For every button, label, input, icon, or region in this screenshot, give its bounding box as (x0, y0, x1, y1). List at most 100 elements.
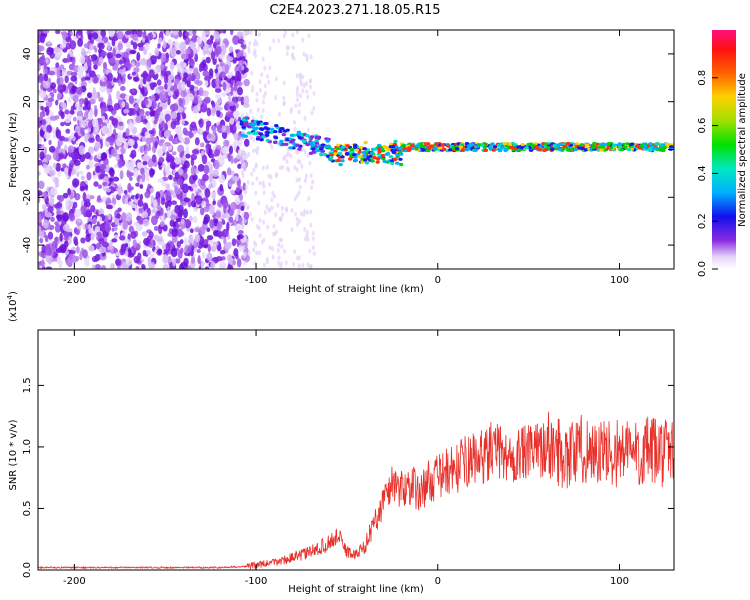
heatmap-cell (162, 243, 167, 252)
heatmap-cell (243, 251, 247, 257)
heatmap-cell (344, 151, 350, 156)
heatmap-cell (107, 72, 113, 83)
heatmap-cell (392, 157, 398, 162)
snr-ticks: -200 -100 0 100 0.0 0.5 1.0 1.5 (22, 330, 674, 587)
heatmap-cell (292, 119, 296, 125)
heatmap-cell (151, 208, 158, 214)
heatmap-cell (107, 213, 112, 221)
heatmap-cell (209, 153, 215, 159)
heatmap-cell (126, 41, 132, 49)
heatmap-cell (309, 209, 313, 215)
heatmap-cell (43, 131, 51, 140)
heatmap-cell (311, 150, 316, 154)
heatmap-cell (139, 58, 147, 66)
heatmap-cell (168, 78, 172, 89)
heatmap-cell (591, 145, 596, 150)
heatmap-cell (148, 130, 155, 135)
heatmap-cell (236, 31, 244, 38)
heatmap-cell (231, 238, 237, 247)
heatmap-cell (107, 30, 114, 36)
heatmap-cell (92, 45, 97, 50)
heatmap-cell (278, 129, 283, 134)
heatmap-cell (516, 148, 522, 152)
heatmap-cell (66, 53, 71, 64)
heatmap-cell (307, 33, 311, 39)
heatmap-cell (298, 102, 302, 108)
heatmap-cell (165, 242, 171, 252)
heatmap-cell (454, 147, 460, 151)
heatmap-cell (299, 73, 303, 79)
y-tick-label: 1.5 (22, 377, 33, 393)
heatmap-cell (178, 168, 184, 176)
heatmap-cell (162, 263, 169, 269)
heatmap-cell (217, 97, 222, 104)
heatmap-cell (340, 159, 345, 163)
heatmap-cell (165, 30, 171, 37)
heatmap-cell (290, 207, 294, 213)
heatmap-cell (252, 137, 256, 143)
heatmap-cell (647, 148, 653, 152)
heatmap-cell (150, 215, 158, 226)
heatmap-cell (38, 44, 42, 55)
heatmap-cell (325, 139, 330, 143)
heatmap-cell (199, 207, 205, 216)
heatmap-cell (84, 76, 91, 81)
heatmap-cell (279, 217, 283, 223)
heatmap-cell (98, 238, 105, 245)
heatmap-cell (127, 162, 135, 172)
y-tick-label: 40 (22, 48, 33, 61)
heatmap-cell (213, 159, 220, 170)
heatmap-cell (441, 147, 447, 151)
heatmap-cell (185, 153, 191, 159)
heatmap-cell (190, 165, 196, 176)
x-tick-label: 100 (610, 576, 629, 587)
heatmap-cell (38, 62, 41, 72)
heatmap-cell (295, 92, 299, 98)
heatmap-cell (48, 145, 56, 153)
heatmap-cell (145, 249, 152, 255)
heatmap-cell (221, 92, 227, 97)
snr-frame (37, 329, 675, 571)
heatmap-cell (124, 30, 132, 35)
heatmap-cell (221, 228, 229, 238)
heatmap-cell (249, 211, 253, 217)
heatmap-cell (50, 216, 55, 222)
heatmap-cell (59, 43, 66, 49)
heatmap-cell (202, 45, 207, 56)
heatmap-cell (167, 96, 171, 106)
heatmap-cell (203, 164, 210, 175)
heatmap-cell (274, 95, 278, 101)
heatmap-cell (54, 181, 59, 188)
heatmap-cell (460, 148, 466, 152)
heatmap-cell (57, 171, 62, 178)
heatmap-cell (329, 153, 335, 157)
heatmap-cell (277, 255, 281, 261)
heatmap-cell (183, 257, 189, 267)
heatmap-cell (261, 108, 265, 114)
heatmap-cell (251, 84, 255, 90)
heatmap-cell (238, 139, 243, 147)
heatmap-cell (87, 223, 92, 230)
heatmap-cell (235, 186, 240, 193)
heatmap-cell (418, 142, 424, 146)
heatmap-cell (326, 144, 331, 148)
heatmap-cell (60, 111, 65, 120)
heatmap-cell (295, 221, 299, 227)
heatmap-cell (136, 52, 141, 62)
heatmap-cell (156, 205, 162, 210)
heatmap-cell (243, 134, 249, 138)
heatmap-cell (254, 190, 258, 196)
heatmap-cell (337, 151, 343, 155)
heatmap-cell (204, 80, 209, 87)
heatmap-cell (69, 40, 77, 50)
heatmap-cell (284, 260, 288, 266)
heatmap-cell (221, 125, 227, 133)
heatmap-cell (135, 266, 140, 269)
heatmap-cell (73, 159, 81, 166)
heatmap-cell (268, 244, 272, 250)
heatmap-cell (565, 148, 571, 152)
heatmap-cell (294, 103, 298, 109)
heatmap-cell (398, 162, 404, 167)
heatmap-cell (312, 106, 316, 112)
heatmap-cell (218, 174, 225, 184)
